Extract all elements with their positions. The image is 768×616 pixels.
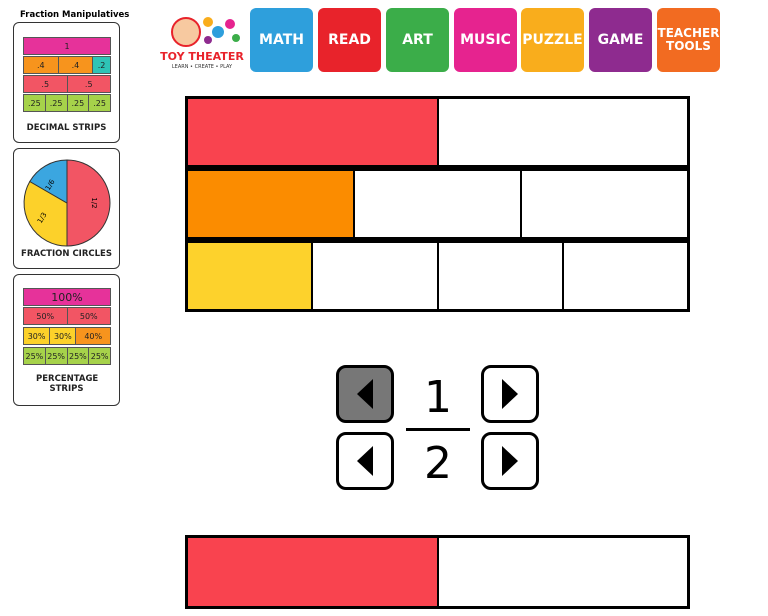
strip-label: 40% [75, 328, 110, 344]
logo-art [171, 17, 240, 47]
strip-label: 30% [24, 328, 50, 344]
percentage-strips-card[interactable]: 100% 50% 50% 30% 30% 40% 25% 25% 25% 25% PERCE… [13, 274, 120, 406]
strip-label: .2 [92, 57, 110, 73]
logo-tagline: LEARN • CREATE • PLAY [171, 64, 233, 70]
strip-label: 1 [64, 41, 70, 51]
nav-button[interactable]: GAME [589, 8, 652, 72]
strip-label: 30% [49, 328, 76, 344]
logo-name: TOY THEATER [160, 50, 244, 63]
denominator-increase[interactable] [481, 432, 539, 490]
strip-label: 25% [25, 351, 44, 361]
strip-label: 25% [88, 348, 110, 364]
strip-label: 25% [44, 348, 67, 364]
logo[interactable]: TOY THEATER LEARN • CREATE • PLAY [160, 8, 244, 72]
card-caption: PERCENTAGE STRIPS [36, 374, 99, 394]
result-bar [185, 535, 690, 609]
strip-label: .25 [66, 95, 89, 111]
numerator: 1 [424, 372, 452, 423]
fraction-line [406, 428, 470, 431]
card-caption: FRACTION CIRCLES [21, 249, 112, 259]
strip-label: .4 [24, 57, 58, 73]
strip-label: 100% [51, 290, 83, 304]
strip-label: .5 [66, 76, 111, 92]
decimal-strips-card[interactable]: 1 .4.4.2 .5.5 .25.25.25.25 DECIMAL STRIP… [13, 22, 120, 143]
strip-label: 50% [36, 311, 55, 321]
strip-label: 25% [66, 348, 89, 364]
numerator-increase[interactable] [481, 365, 539, 423]
strip-label: .25 [28, 98, 41, 108]
circle-label: 1/2 [90, 197, 98, 208]
fraction-circles-card[interactable]: 1/2 1/3 1/6 FRACTION CIRCLES [13, 148, 120, 269]
nav-button[interactable]: MUSIC [454, 8, 517, 72]
nav-button[interactable]: ART [386, 8, 449, 72]
halves-bar[interactable] [185, 96, 690, 168]
arrow [502, 379, 518, 409]
denominator: 2 [424, 438, 452, 489]
card-caption: DECIMAL STRIPS [26, 123, 107, 133]
nav-button[interactable]: READ [318, 8, 381, 72]
arrow [357, 446, 373, 476]
nav-button[interactable]: PUZZLE [521, 8, 584, 72]
fraction-circle: 1/2 1/3 1/6 [23, 159, 111, 247]
strip-label: 50% [66, 308, 111, 324]
thirds-bar[interactable] [185, 168, 690, 240]
strip-label: .4 [57, 57, 93, 73]
nav-button[interactable]: TEACHER TOOLS [657, 8, 720, 72]
arrow [357, 379, 373, 409]
strip-label: .25 [88, 95, 110, 111]
numerator-decrease[interactable] [336, 365, 394, 423]
strip-label: .5 [41, 79, 50, 89]
nav-button[interactable]: MATH [250, 8, 313, 72]
denominator-decrease[interactable] [336, 432, 394, 490]
quarters-bar[interactable] [185, 240, 690, 312]
arrow [502, 446, 518, 476]
strip-label: .25 [44, 95, 67, 111]
sidebar-title: Fraction Manipulatives [20, 10, 130, 20]
